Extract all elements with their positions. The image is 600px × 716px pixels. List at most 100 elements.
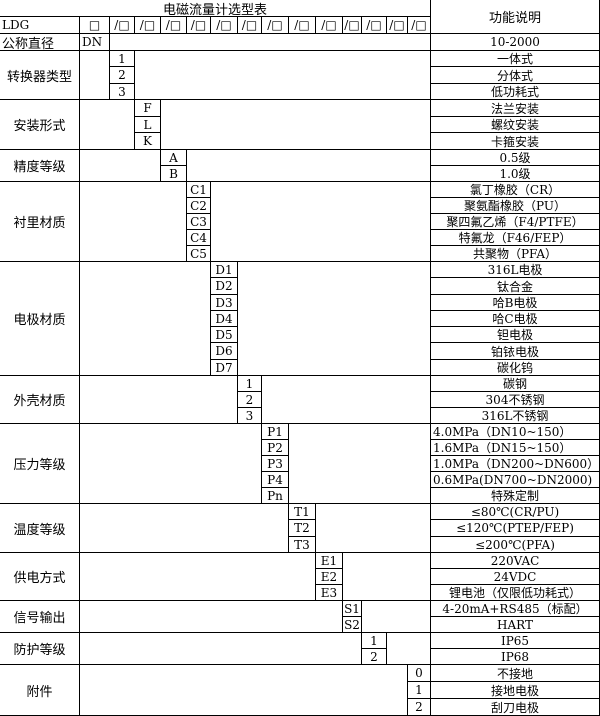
function-cell: 哈C电极 (430, 310, 600, 327)
option-code: D3 (210, 294, 238, 311)
empty-cell (315, 503, 431, 553)
option-code: 2 (109, 66, 135, 84)
option-code: E3 (315, 584, 343, 601)
option-code: B (160, 165, 187, 182)
option-code: S2 (342, 616, 362, 633)
option-code: T1 (288, 503, 316, 520)
option-code: 3 (109, 83, 135, 100)
function-cell: 碳化钨 (430, 359, 600, 376)
option-code: K (134, 132, 161, 150)
option-code: C2 (186, 197, 211, 214)
option-slot: /□ (109, 16, 135, 34)
option-slot: /□ (407, 16, 431, 34)
option-slot: /□ (342, 16, 362, 34)
table-title: 电磁流量计选型表 (0, 0, 431, 18)
function-cell: ≤120℃(PTEP/FEP) (430, 519, 600, 537)
option-code: 2 (361, 648, 387, 665)
empty-cell (109, 33, 431, 51)
option-code: T2 (288, 519, 316, 537)
function-cell: 1.0级 (430, 165, 600, 182)
function-cell: 低功耗式 (430, 83, 600, 100)
option-code: C4 (186, 229, 211, 246)
option-code: S1 (342, 600, 362, 617)
empty-cell (386, 632, 431, 665)
empty-cell (79, 50, 110, 100)
option-code: D4 (210, 310, 238, 327)
function-cell: 螺纹安装 (430, 116, 600, 133)
option-code: D1 (210, 261, 238, 278)
function-cell: 0.6MPa(DN700~DN2000) (430, 471, 600, 488)
function-cell: 钽电极 (430, 326, 600, 343)
option-code: 1 (407, 681, 431, 699)
option-code: P3 (261, 455, 289, 472)
option-code: D5 (210, 326, 238, 343)
function-cell: 接地电极 (430, 681, 600, 699)
group-label: 压力等级 (0, 423, 80, 504)
option-code: Pn (261, 487, 289, 504)
function-header: 功能说明 (430, 0, 600, 34)
function-cell: 24VDC (430, 568, 600, 585)
option-code: P2 (261, 439, 289, 456)
option-code: 1 (361, 632, 387, 649)
group-label: 温度等级 (0, 503, 80, 553)
function-cell: 锂电池（仅限低功耗式） (430, 584, 600, 601)
option-code: E1 (315, 552, 343, 569)
function-cell: IP65 (430, 632, 600, 649)
function-cell: 分体式 (430, 66, 600, 84)
function-cell: IP68 (430, 648, 600, 665)
empty-cell (160, 99, 431, 150)
empty-cell (79, 375, 238, 424)
function-cell: 氯丁橡胶（CR） (430, 181, 600, 198)
option-code: F (134, 99, 161, 117)
function-cell: 特殊定制 (430, 487, 600, 504)
group-label: 外壳材质 (0, 375, 80, 424)
empty-cell (288, 423, 431, 504)
empty-cell (342, 552, 431, 601)
option-code: A (160, 149, 187, 166)
empty-cell (79, 503, 289, 553)
empty-cell (186, 149, 431, 182)
empty-cell (79, 99, 135, 150)
group-label: 信号输出 (0, 600, 80, 633)
empty-cell (79, 149, 161, 182)
option-code: P1 (261, 423, 289, 440)
function-cell: ≤200℃(PFA) (430, 536, 600, 553)
option-code: E2 (315, 568, 343, 585)
option-slot: /□ (160, 16, 187, 34)
function-cell: 不接地 (430, 664, 600, 682)
function-cell: 聚四氟乙烯（F4/PTFE） (430, 213, 600, 230)
function-cell: HART (430, 616, 600, 633)
function-cell: 法兰安装 (430, 99, 600, 117)
option-code: C1 (186, 181, 211, 198)
group-label: 精度等级 (0, 149, 80, 182)
empty-cell (237, 261, 431, 376)
option-slot: /□ (186, 16, 211, 34)
function-cell: 4.0MPa（DN10~150） (430, 423, 600, 440)
option-code: C3 (186, 213, 211, 230)
group-label: 转换器类型 (0, 50, 80, 100)
empty-cell (79, 261, 211, 376)
empty-cell (134, 50, 431, 100)
option-code: D2 (210, 277, 238, 295)
empty-cell (79, 664, 408, 716)
option-code: 1 (237, 375, 262, 392)
option-slot: /□ (361, 16, 387, 34)
group-label: 附件 (0, 664, 80, 716)
function-cell: 钛合金 (430, 277, 600, 295)
option-code: P4 (261, 471, 289, 488)
function-cell: 4-20mA+RS485（标配） (430, 600, 600, 617)
option-code: C5 (186, 245, 211, 262)
option-code: D6 (210, 342, 238, 360)
option-slot: /□ (134, 16, 161, 34)
function-cell: 铂铱电极 (430, 342, 600, 360)
empty-cell (210, 181, 431, 262)
function-cell: 1.0MPa（DN200~DN600） (430, 455, 600, 472)
group-label: 衬里材质 (0, 181, 80, 262)
function-cell: 卡箍安装 (430, 132, 600, 150)
option-slot: /□ (210, 16, 238, 34)
function-cell: 刮刀电极 (430, 698, 600, 716)
option-code: 0 (407, 664, 431, 682)
option-code: 2 (407, 698, 431, 716)
empty-cell (79, 423, 262, 504)
